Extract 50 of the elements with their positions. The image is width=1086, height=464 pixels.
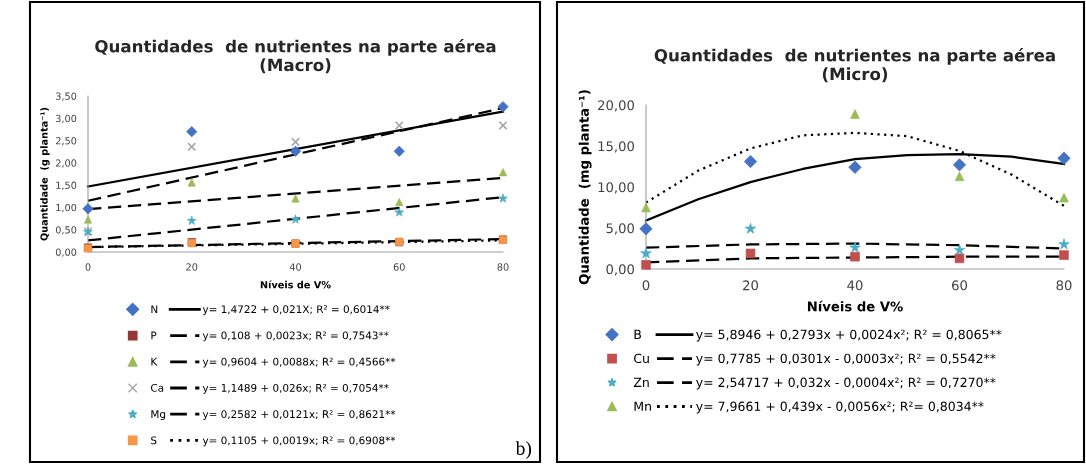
legend-label: S <box>151 436 157 445</box>
chart-title: Quantidades de nutrientes na parte aérea (Macro) <box>95 39 496 74</box>
x-tick-label: 0 <box>642 280 650 291</box>
x-tick-label: 40 <box>847 280 863 291</box>
legend-label: N <box>151 305 158 313</box>
legend-label: y= 5,8946 + 0,2793x + 0,0024x²; R² = 0,8065** <box>696 329 1002 342</box>
x-tick-label: 0 <box>85 263 91 271</box>
chart-title: Quantidades de nutrientes na parte aérea (Micro) <box>654 48 1055 83</box>
legend-label: y= 7,9661 + 0,439x - 0,0056x²; R²= 0,8034** <box>696 401 984 414</box>
legend-label: Ca <box>151 383 164 392</box>
legend-label: Cu <box>634 353 649 364</box>
y-tick-label: 1,00 <box>56 203 77 213</box>
y-tick-label: 1,50 <box>56 181 77 190</box>
y-tick-label: 2,00 <box>55 159 77 168</box>
y-tick-label: 20,00 <box>598 100 635 112</box>
legend-label: Mn <box>634 401 651 411</box>
legend-label: y= 0,7785 + 0,0301x - 0,0003x²; R² = 0,5542** <box>696 353 996 366</box>
x-tick-label: 60 <box>393 263 405 271</box>
legend-label: y= 0,1105 + 0,0019x; R² = 0,6908** <box>202 436 396 447</box>
x-tick-label: 20 <box>743 280 759 291</box>
y-tick-label: 10,00 <box>598 182 635 194</box>
y-tick-label: 0,00 <box>606 264 635 276</box>
legend-label: y= 0,9604 + 0,0088x; R² = 0,4566** <box>202 357 396 368</box>
y-tick-label: 2,50 <box>55 137 77 146</box>
x-tick-label: 20 <box>186 263 198 271</box>
legend-label: y= 2,54717 + 0,032x - 0,0004x²; R² = 0,7270** <box>696 377 996 390</box>
x-tick-label: 40 <box>289 263 302 271</box>
x-tick-label: 80 <box>1056 280 1072 291</box>
legend-label: y= 1,4722 + 0,021X; R² = 0,6014** <box>202 305 390 316</box>
legend-label: Zn <box>633 377 649 387</box>
y-tick-label: 5,00 <box>606 223 635 235</box>
x-tick-label: 60 <box>952 280 968 291</box>
legend-label: y= 0,108 + 0,0023x; R² = 0,7543** <box>202 331 389 342</box>
legend-label: y= 1,1489 + 0,026x; R² = 0,7054** <box>202 383 389 394</box>
y-axis-title: Quantidade (mg planta⁻¹) <box>578 90 592 285</box>
legend-label: K <box>151 357 158 366</box>
y-tick-label: 0,00 <box>55 248 77 257</box>
x-tick-label: 80 <box>497 263 509 271</box>
text: b) <box>515 441 532 459</box>
x-axis-title: Níveis de V% <box>807 300 903 312</box>
legend-label: B <box>634 329 641 339</box>
y-tick-label: 3,00 <box>55 114 77 124</box>
y-tick-label: 0,50 <box>55 226 77 235</box>
legend-label: P <box>151 331 157 340</box>
x-axis-title: Níveis de V% <box>260 280 331 289</box>
y-tick-label: 3,50 <box>55 92 77 101</box>
legend-label: Mg <box>151 410 166 421</box>
y-axis-title: Quantidade (g planta⁻¹) <box>40 107 50 241</box>
y-tick-label: 15,00 <box>598 141 635 153</box>
legend-label: y= 0,2582 + 0,0121x; R² = 0,8621** <box>202 410 396 421</box>
